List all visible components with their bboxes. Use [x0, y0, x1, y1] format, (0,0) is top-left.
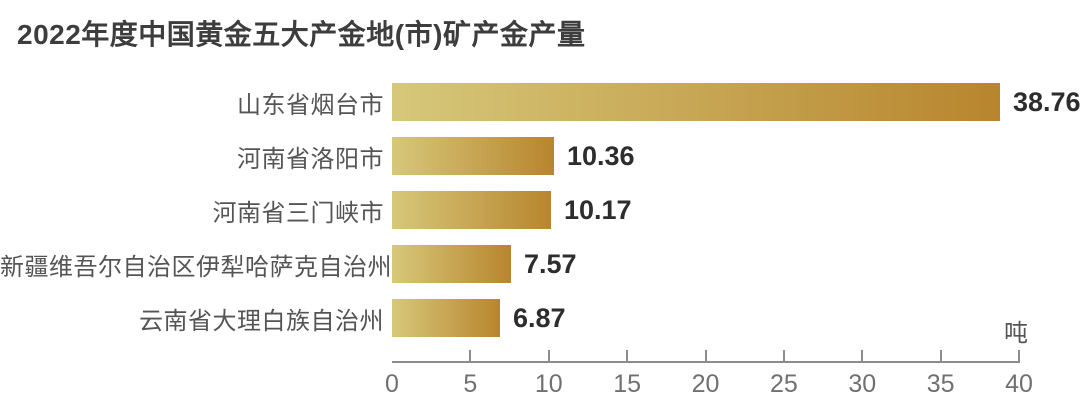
- x-axis-tick: [861, 350, 864, 361]
- x-axis-tick: [1018, 350, 1020, 361]
- x-axis-tick-label: 0: [385, 370, 399, 398]
- x-axis-tick-label: 25: [769, 370, 798, 398]
- x-axis-tick-label: 5: [463, 370, 478, 398]
- bar-row: 云南省大理白族自治州 6.87: [0, 299, 1080, 337]
- x-axis-tick-label: 10: [534, 370, 563, 398]
- x-axis-tick: [782, 350, 785, 361]
- value-label: 38.76: [1013, 86, 1080, 117]
- bar: [392, 299, 500, 337]
- x-axis-tick-label: 20: [691, 370, 720, 398]
- bar: [392, 245, 511, 283]
- value-label: 7.57: [524, 248, 577, 279]
- x-axis-tick-label: 15: [613, 370, 642, 398]
- bar: [392, 83, 1000, 121]
- bar-row: 山东省烟台市 38.76: [0, 83, 1080, 121]
- value-label: 10.36: [567, 140, 635, 171]
- bar-row: 河南省三门峡市 10.17: [0, 191, 1080, 229]
- bar-rows: 山东省烟台市 38.76 河南省洛阳市 10.36 河南省三门峡市 10.17 新疆维吾尔自…: [0, 83, 1080, 353]
- category-label: 新疆维吾尔自治区伊犁哈萨克自治州: [0, 253, 392, 281]
- bar-row: 河南省洛阳市 10.36: [0, 137, 1080, 175]
- bar: [392, 191, 551, 229]
- x-axis-tick: [547, 350, 550, 361]
- x-axis-tick: [939, 350, 942, 361]
- x-axis-tick: [704, 350, 707, 361]
- chart-title: 2022年度中国黄金五大产金地(市)矿产金产量: [17, 19, 586, 50]
- category-label: 山东省烟台市: [237, 91, 384, 119]
- x-axis-tick-label: 35: [926, 370, 955, 398]
- value-label: 10.17: [564, 194, 632, 225]
- x-axis-tick-label: 30: [848, 370, 877, 398]
- bar-row: 新疆维吾尔自治区伊犁哈萨克自治州 7.57: [0, 245, 1080, 283]
- bar: [392, 137, 554, 175]
- value-label: 6.87: [513, 302, 566, 333]
- x-axis-tick-label: 40: [1005, 370, 1033, 398]
- x-axis-tick: [626, 350, 629, 361]
- unit-label: 吨: [1004, 320, 1028, 347]
- category-label: 云南省大理白族自治州: [139, 307, 384, 335]
- category-label: 河南省三门峡市: [212, 199, 384, 227]
- x-axis-line: [392, 361, 1020, 363]
- x-axis-tick: [469, 350, 472, 361]
- category-label: 河南省洛阳市: [237, 145, 384, 173]
